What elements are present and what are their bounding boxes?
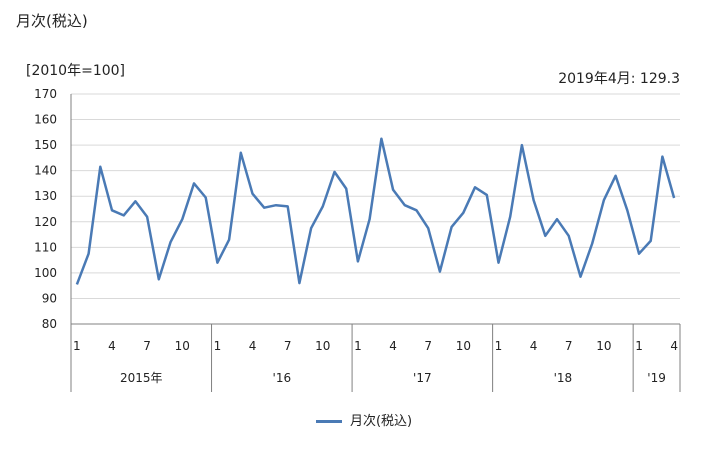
y-tick-label: 170 — [34, 87, 57, 101]
x-tick-label: 4 — [530, 339, 538, 353]
x-tick-label: 10 — [175, 339, 190, 353]
x-tick-label: 7 — [284, 339, 292, 353]
y-tick-label: 90 — [42, 291, 57, 305]
y-tick-label: 160 — [34, 113, 57, 127]
x-tick-label: 1 — [495, 339, 503, 353]
x-tick-label: 1 — [635, 339, 643, 353]
x-tick-label: 4 — [108, 339, 116, 353]
axes — [70, 94, 681, 392]
series-layer — [75, 137, 676, 285]
grid-lines — [71, 93, 680, 325]
y-tick-label: 100 — [34, 266, 57, 280]
y-tick-label: 150 — [34, 138, 57, 152]
y-axis-unit-label: [2010年=100] — [26, 63, 126, 79]
year-label: '18 — [554, 371, 573, 385]
x-tick-label: 10 — [456, 339, 471, 353]
year-label: 2015年 — [120, 371, 163, 385]
x-tick-label: 7 — [424, 339, 432, 353]
series-line — [75, 137, 676, 285]
legend-label: 月次(税込) — [349, 414, 413, 429]
y-tick-label: 140 — [34, 164, 57, 178]
legend-swatch — [315, 420, 342, 423]
latest-value-annotation: 2019年4月: 129.3 — [558, 71, 680, 87]
x-tick-label: 4 — [389, 339, 397, 353]
y-tick-label: 130 — [34, 189, 57, 203]
x-tick-label: 1 — [214, 339, 222, 353]
year-label: '17 — [413, 371, 432, 385]
chart-title: 月次(税込) — [16, 12, 88, 30]
x-tick-label: 7 — [565, 339, 573, 353]
x-tick-label: 10 — [596, 339, 611, 353]
year-label: '19 — [647, 371, 666, 385]
x-tick-label: 1 — [73, 339, 81, 353]
x-tick-label: 4 — [670, 339, 678, 353]
y-tick-label: 120 — [34, 215, 57, 229]
legend: 月次(税込) — [0, 410, 728, 429]
x-tick-label: 10 — [315, 339, 330, 353]
y-tick-label: 80 — [42, 317, 57, 331]
x-tick-label: 7 — [143, 339, 151, 353]
y-tick-label: 110 — [34, 240, 57, 254]
x-tick-label: 1 — [354, 339, 362, 353]
x-tick-label: 4 — [249, 339, 257, 353]
year-label: '16 — [273, 371, 292, 385]
